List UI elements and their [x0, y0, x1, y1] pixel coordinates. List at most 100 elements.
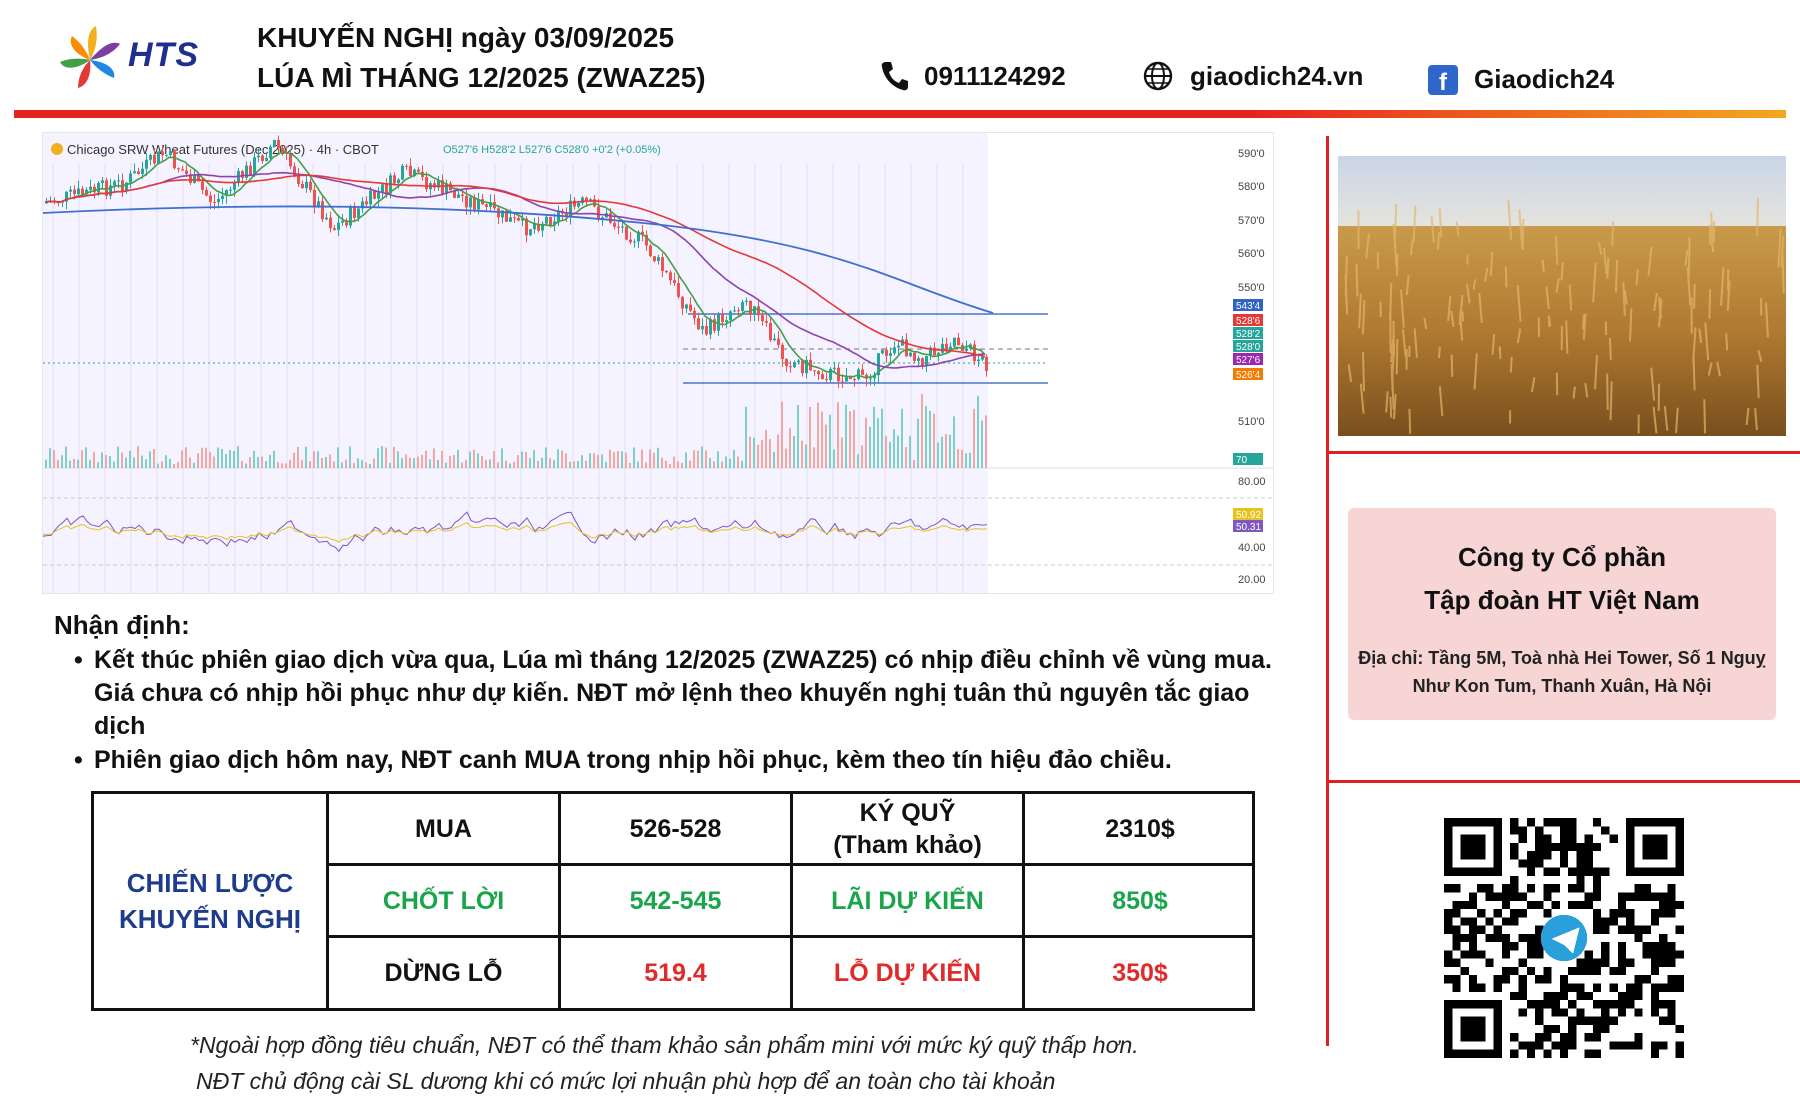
volume-bar — [893, 429, 895, 468]
qr-module — [1617, 892, 1627, 901]
qr-module — [1601, 917, 1610, 926]
qr-module — [1518, 1008, 1527, 1017]
qr-module — [1535, 826, 1544, 835]
qr-module — [1592, 909, 1602, 918]
qr-module — [1576, 875, 1585, 885]
qr-module — [1510, 991, 1519, 1001]
volume-bar — [885, 436, 887, 468]
candle-body — [77, 188, 80, 195]
candle-body — [521, 218, 524, 221]
price-badge: 543'4 — [1233, 299, 1263, 312]
candle-body — [733, 310, 736, 312]
qr-module — [1501, 917, 1511, 926]
qr-module — [1452, 925, 1461, 934]
phone-contact[interactable]: 0911124292 — [880, 60, 1066, 92]
qr-module — [1535, 933, 1544, 943]
qr-module — [1634, 1041, 1643, 1050]
qr-module — [1650, 909, 1660, 918]
candle-body — [257, 155, 260, 158]
website-link[interactable]: giaodich24.vn — [1190, 60, 1364, 91]
qr-module — [1501, 950, 1511, 959]
qr-module — [1468, 950, 1478, 959]
telegram-qr-code[interactable] — [1444, 818, 1684, 1058]
wheat-stalk — [1623, 289, 1628, 305]
candle-body — [701, 325, 704, 330]
candle-body — [473, 197, 476, 210]
qr-module — [1617, 966, 1627, 976]
volume-bar — [701, 446, 703, 468]
qr-module — [1642, 892, 1651, 901]
chart-canvas: Chicago SRW Wheat Futures (Dec 2025) · 4… — [43, 133, 1273, 593]
qr-module — [1501, 942, 1511, 951]
candle-body — [665, 270, 668, 273]
wheat-stalk — [1489, 251, 1494, 277]
candle-body — [477, 199, 480, 210]
qr-module — [1584, 958, 1593, 967]
price-badge: 528'0 — [1233, 340, 1263, 353]
volume-bar — [601, 454, 603, 468]
volume-bar — [729, 458, 731, 468]
candle-body — [461, 194, 464, 196]
wheat-stalk — [1395, 253, 1399, 277]
qr-module — [1452, 975, 1461, 984]
candle-body — [713, 319, 716, 331]
wheat-stalk — [1650, 367, 1656, 401]
volume-bar — [153, 449, 155, 468]
candle-body — [789, 366, 792, 368]
qr-module — [1626, 958, 1635, 967]
candle-body — [637, 231, 640, 242]
volume-bar — [957, 449, 959, 468]
qr-module — [1501, 975, 1511, 984]
facebook-page[interactable]: Giaodich24 — [1474, 64, 1615, 94]
price-badge-bg — [1233, 299, 1263, 311]
qr-module — [1468, 917, 1478, 926]
qr-module — [1493, 892, 1502, 901]
candle-body — [585, 197, 588, 202]
qr-module — [1543, 1049, 1552, 1058]
candle-body — [425, 177, 428, 190]
qr-module — [1452, 958, 1461, 967]
volume-bar — [549, 458, 551, 468]
qr-module — [1675, 900, 1684, 910]
volume-bar — [913, 459, 915, 468]
wheat-stalk — [1385, 391, 1389, 413]
candle-body — [553, 221, 556, 226]
candle-body — [465, 195, 468, 208]
qr-module — [1510, 851, 1519, 860]
qr-module — [1584, 950, 1593, 959]
candle-body — [777, 338, 780, 345]
candle-body — [441, 180, 444, 194]
volume-bar — [365, 462, 367, 468]
candle-body — [785, 359, 788, 367]
candle-body — [489, 202, 492, 207]
volume-bar — [625, 452, 627, 468]
wheat-stalk — [1764, 302, 1769, 338]
volume-bar — [309, 461, 311, 468]
qr-module — [1551, 900, 1560, 910]
candle-body — [353, 207, 356, 218]
ma-slow-line — [44, 174, 986, 358]
volume-bar — [853, 409, 855, 468]
volume-bar — [557, 449, 559, 468]
candle-body — [593, 199, 596, 207]
volume-bar — [829, 414, 831, 468]
website-contact[interactable]: giaodich24.vn — [1142, 60, 1363, 92]
qr-module — [1650, 991, 1660, 1001]
qr-module — [1642, 942, 1651, 951]
candle-body — [393, 175, 396, 184]
wheat-stalk — [1450, 310, 1455, 328]
wheat-stalk — [1472, 279, 1477, 290]
wheat-stalk — [1408, 408, 1412, 434]
volume-bar — [277, 462, 279, 468]
qr-module — [1592, 892, 1602, 901]
facebook-contact[interactable]: f Giaodich24 — [1428, 64, 1614, 95]
qr-module — [1510, 942, 1519, 951]
price-tick: 580'0 — [1238, 181, 1265, 193]
volume-bar — [681, 462, 683, 468]
qr-module — [1634, 884, 1643, 893]
volume-bar — [973, 408, 975, 468]
price-chart[interactable]: Chicago SRW Wheat Futures (Dec 2025) · 4… — [42, 132, 1274, 594]
qr-module — [1584, 892, 1593, 901]
candle-body — [177, 168, 180, 170]
candle-body — [845, 375, 848, 382]
